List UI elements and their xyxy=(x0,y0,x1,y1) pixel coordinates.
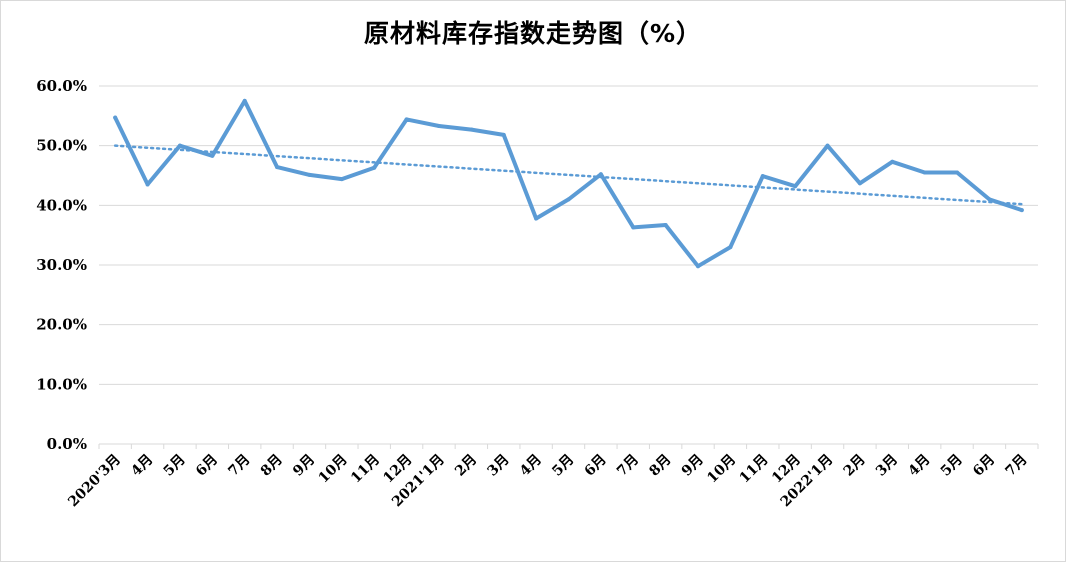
data-point xyxy=(275,165,280,170)
data-point xyxy=(598,172,603,177)
series-line xyxy=(113,98,1024,269)
data-point xyxy=(436,123,441,128)
data-point xyxy=(955,170,960,175)
trendline xyxy=(113,144,1024,206)
x-tick-label: 5月 xyxy=(549,452,577,480)
x-tick-label: 11月 xyxy=(737,452,772,487)
data-point xyxy=(696,264,701,269)
data-point xyxy=(145,182,150,187)
x-tick-label: 3月 xyxy=(484,452,512,480)
x-tick-label: 5月 xyxy=(161,452,189,480)
x-tick-label: 2月 xyxy=(841,452,869,480)
x-tick-label: 2月 xyxy=(452,452,480,480)
y-tick-label: 30.0% xyxy=(36,256,87,274)
x-tick-label: 10月 xyxy=(316,452,351,487)
data-point xyxy=(663,223,668,228)
data-point xyxy=(210,153,215,158)
y-tick-label: 0.0% xyxy=(47,435,87,453)
x-tick-label: 7月 xyxy=(1003,452,1031,480)
chart-title: 原材料库存指数走势图（%） xyxy=(363,19,703,48)
data-point xyxy=(922,170,927,175)
data-point xyxy=(469,127,474,132)
data-point xyxy=(566,197,571,202)
x-tick-label: 7月 xyxy=(614,452,642,480)
data-point xyxy=(501,132,506,137)
x-tick-label: 3月 xyxy=(873,452,901,480)
x-tick-label: 5月 xyxy=(938,452,966,480)
data-point xyxy=(631,225,636,230)
x-tick-label: 10月 xyxy=(704,452,739,487)
data-point xyxy=(728,245,733,250)
x-tick-label: 4月 xyxy=(905,452,933,480)
data-point xyxy=(825,143,830,148)
data-point xyxy=(177,143,182,148)
data-point xyxy=(793,184,798,189)
data-point xyxy=(372,165,377,170)
x-tick-label: 6月 xyxy=(970,452,998,480)
x-tick-label: 6月 xyxy=(582,452,610,480)
y-tick-label: 10.0% xyxy=(36,375,87,393)
x-tick-label: 4月 xyxy=(128,452,156,480)
data-point xyxy=(1019,208,1024,213)
y-tick-label: 20.0% xyxy=(36,316,87,334)
data-point xyxy=(339,177,344,182)
y-tick-label: 40.0% xyxy=(36,196,87,214)
y-tick-label: 60.0% xyxy=(36,77,87,95)
data-point xyxy=(113,115,118,120)
data-point xyxy=(890,159,895,164)
y-tick-label: 50.0% xyxy=(36,137,87,155)
x-tick-label: 6月 xyxy=(193,452,221,480)
data-point xyxy=(857,181,862,186)
x-tick-label: 4月 xyxy=(517,452,545,480)
x-tick-label: 9月 xyxy=(679,452,707,480)
data-point xyxy=(307,172,312,177)
x-tick-label: 8月 xyxy=(646,452,674,480)
data-point xyxy=(242,98,247,103)
data-point xyxy=(404,117,409,122)
x-tick-label: 11月 xyxy=(348,452,383,487)
x-tick-label: 2020'3月 xyxy=(65,452,124,511)
data-point xyxy=(987,197,992,202)
data-point xyxy=(760,174,765,179)
data-point xyxy=(534,216,539,221)
x-tick-label: 9月 xyxy=(290,452,318,480)
x-tick-label: 7月 xyxy=(225,452,253,480)
x-tick-label: 8月 xyxy=(258,452,286,480)
